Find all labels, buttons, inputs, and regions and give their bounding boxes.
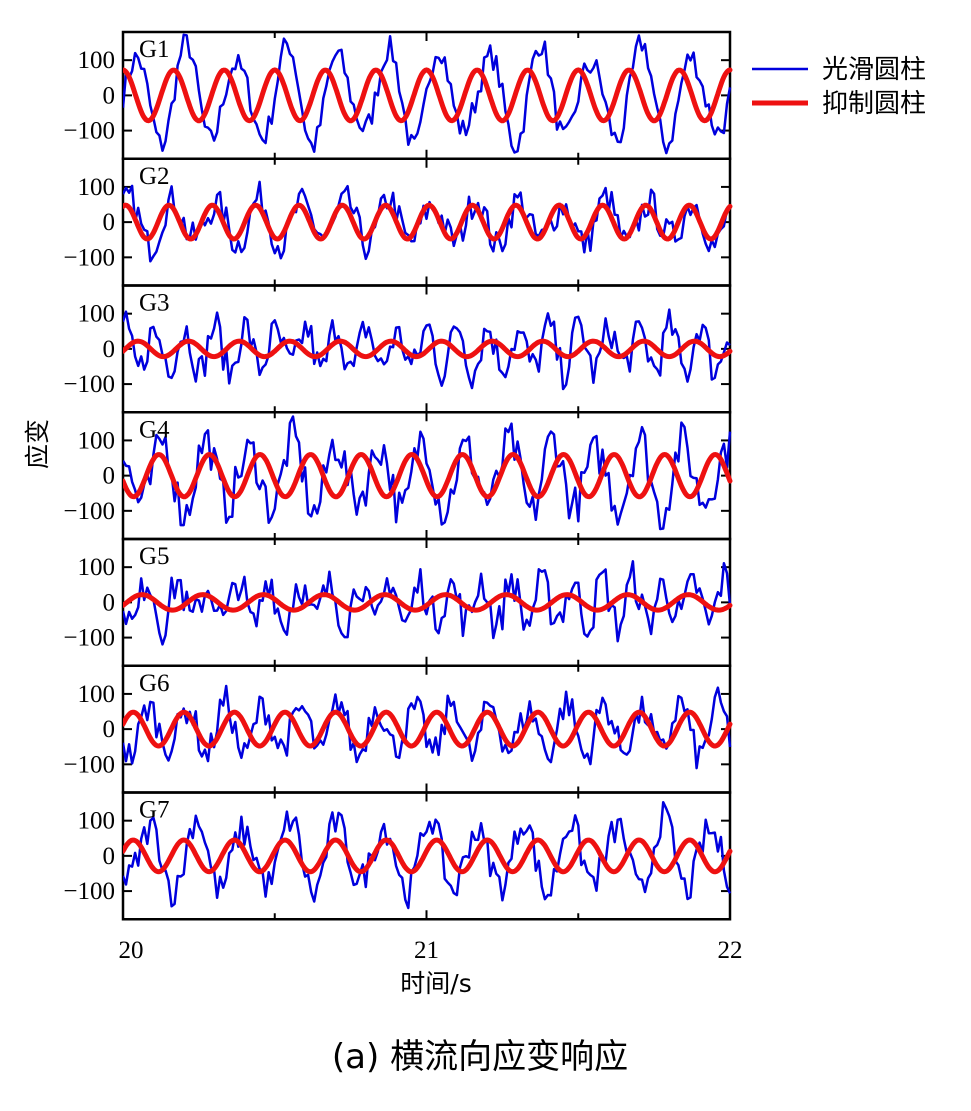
- series-line-smooth-cylinder: [123, 684, 732, 770]
- x-tick-labels: 20 21 22: [119, 937, 743, 964]
- x-tick-label: 21: [414, 937, 439, 964]
- panel-label: G3: [139, 290, 170, 317]
- panel-g5: 100 0 −100 G5: [63, 537, 733, 667]
- panel-g1: 100 0 −100 G1: [63, 30, 733, 160]
- y-tick-label: 100: [78, 681, 116, 708]
- series-line-suppressed-cylinder: [123, 451, 733, 500]
- y-tick-label: 100: [78, 47, 116, 74]
- panel-label: G5: [139, 543, 170, 570]
- y-tick-label: 100: [78, 427, 116, 454]
- y-tick-label: 0: [103, 336, 116, 363]
- y-tick-label: 0: [103, 589, 116, 616]
- panel-g7: 100 0 −100 G7: [63, 791, 733, 921]
- y-axis-label: 应变: [23, 419, 52, 469]
- series-line-smooth-cylinder: [123, 308, 731, 391]
- y-tick-label: 0: [103, 716, 116, 743]
- panel-label: G2: [139, 163, 170, 190]
- y-tick-label: 0: [103, 843, 116, 870]
- series-line-smooth-cylinder: [123, 560, 732, 646]
- legend-entry: 抑制圆柱: [822, 89, 926, 119]
- y-tick-label: 0: [103, 463, 116, 490]
- y-tick-label: −100: [63, 244, 115, 271]
- panel-g6: 100 0 −100 G6: [63, 664, 733, 794]
- series-line-suppressed-cylinder: [123, 202, 733, 242]
- series-line-suppressed-cylinder: [123, 837, 733, 875]
- y-tick-label: −100: [63, 371, 115, 398]
- series-line-suppressed-cylinder: [123, 67, 733, 124]
- panel-label: G7: [139, 797, 170, 824]
- series-line-suppressed-cylinder: [123, 592, 733, 613]
- panel-g3: 100 0 −100 G3: [63, 284, 733, 414]
- series-line-smooth-cylinder: [123, 33, 732, 155]
- panel-label: G6: [139, 670, 170, 697]
- series-line-smooth-cylinder: [123, 180, 731, 263]
- x-tick-label: 20: [119, 937, 144, 964]
- figure-caption: (a) 横流向应变响应: [332, 1037, 628, 1077]
- y-tick-label: −100: [63, 118, 115, 145]
- panel-label: G4: [139, 416, 170, 443]
- x-tick-label: 22: [718, 937, 743, 964]
- y-tick-label: −100: [63, 625, 115, 652]
- series-line-smooth-cylinder: [123, 415, 732, 531]
- panel-label: G1: [139, 36, 170, 63]
- y-tick-label: 100: [78, 808, 116, 835]
- panel-g2: 100 0 −100 G2: [63, 157, 733, 287]
- y-tick-label: 0: [103, 82, 116, 109]
- panel-stack: 100 0 −100 G1 100 0 −100 G2 100 0 −100 G3 100 0 −100 G4…: [63, 30, 733, 921]
- legend-entry: 光滑圆柱: [822, 55, 926, 85]
- series-line-suppressed-cylinder: [123, 338, 733, 360]
- y-tick-label: 100: [78, 554, 116, 581]
- y-tick-label: 0: [103, 209, 116, 236]
- y-tick-label: 100: [78, 174, 116, 201]
- y-tick-label: 100: [78, 301, 116, 328]
- series-line-suppressed-cylinder: [123, 709, 733, 749]
- y-tick-label: −100: [63, 751, 115, 778]
- y-tick-label: −100: [63, 878, 115, 905]
- panel-g4: 100 0 −100 G4: [63, 411, 733, 541]
- x-axis-label: 时间/s: [400, 969, 471, 998]
- y-tick-label: −100: [63, 498, 115, 525]
